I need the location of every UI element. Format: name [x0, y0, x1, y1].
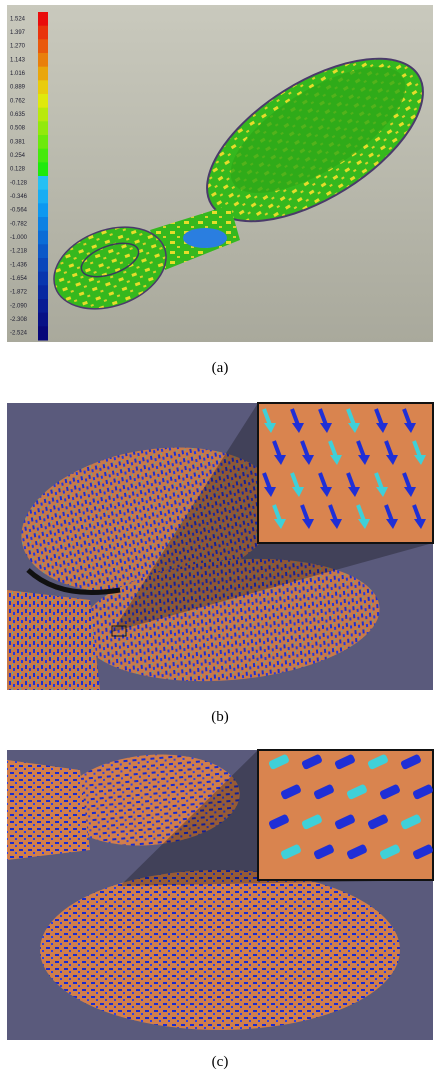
colorbar-swatch [38, 176, 48, 190]
colorbar-swatch [38, 217, 48, 231]
colorbar-swatch [38, 12, 48, 26]
colorbar-swatch [38, 244, 48, 258]
colorbar-label: -1.218 [10, 249, 28, 255]
colorbar-label: 0.635 [10, 112, 26, 118]
colorbar-label: -1.436 [10, 262, 28, 268]
colorbar-label: -2.308 [10, 317, 28, 323]
colorbar-swatch [38, 108, 48, 122]
colorbar-label: -1.000 [10, 235, 28, 241]
colorbar-swatch [38, 326, 48, 340]
caption: (c) [212, 1054, 229, 1070]
colorbar-swatch [38, 299, 48, 313]
colorbar-swatch [38, 26, 48, 40]
colorbar-label: 1.016 [10, 71, 26, 77]
colorbar-label: -0.564 [10, 208, 28, 214]
colorbar-label: -1.654 [10, 276, 28, 282]
colorbar-swatch [38, 285, 48, 299]
colorbar-label: 1.270 [10, 44, 26, 50]
colorbar-swatch [38, 272, 48, 286]
colorbar-label: 1.397 [10, 30, 26, 36]
colorbar-label: -1.872 [10, 290, 28, 296]
colorbar-label: 1.524 [10, 16, 26, 22]
colorbar-swatch [38, 135, 48, 149]
colorbar-label: 1.143 [10, 57, 26, 63]
colorbar-label: 0.381 [10, 139, 26, 145]
colorbar-swatch [38, 94, 48, 108]
colorbar-label: 0.889 [10, 85, 26, 91]
panel-a: 1.524 1.397 1.270 1.143 1.016 0.889 0.762 0.635… [7, 5, 435, 342]
colorbar-label: -0.782 [10, 221, 28, 227]
colorbar-label: 0.254 [10, 153, 26, 159]
colorbar-swatch [38, 313, 48, 327]
colorbar-label: 0.762 [10, 98, 26, 104]
colorbar-label: -2.090 [10, 303, 28, 309]
colorbar-label: -2.524 [10, 331, 28, 337]
colorbar-label: -0.346 [10, 194, 28, 200]
colorbar-swatch [38, 39, 48, 53]
colorbar-swatch [38, 149, 48, 163]
panel-b [7, 403, 433, 693]
colorbar-swatch [38, 53, 48, 67]
colorbar-swatch [38, 67, 48, 81]
colorbar-swatch [38, 203, 48, 217]
colorbar-swatch [38, 258, 48, 272]
caption: (a) [212, 360, 229, 376]
colorbar-label: 0.128 [10, 167, 26, 173]
panel-c [7, 747, 434, 1040]
colorbar-swatch [38, 80, 48, 94]
caption: (b) [211, 709, 229, 725]
colorbar-label: 0.508 [10, 126, 26, 132]
colorbar-swatch [38, 190, 48, 204]
colorbar-swatch [38, 162, 48, 176]
colorbar-swatch [38, 231, 48, 245]
colorbar-swatch [38, 121, 48, 135]
colorbar-label: -0.128 [10, 180, 28, 186]
figure: 1.524 1.397 1.270 1.143 1.016 0.889 0.762 0.635… [0, 0, 435, 1074]
